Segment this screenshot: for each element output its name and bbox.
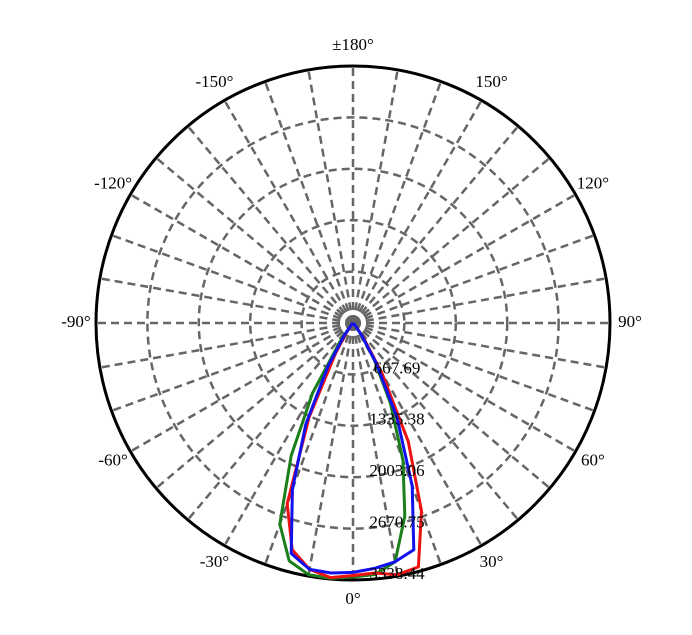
angle-label: 60°	[581, 450, 605, 469]
spoke	[351, 81, 443, 324]
spoke	[186, 322, 354, 521]
ring	[300, 270, 406, 376]
angle-label: 150°	[475, 72, 507, 91]
ring	[197, 167, 509, 479]
radial-label: 2670.75	[369, 513, 424, 532]
spoke	[263, 81, 355, 324]
angle-label: -120°	[94, 173, 132, 192]
spoke	[99, 321, 354, 369]
ring	[146, 116, 560, 530]
spoke	[351, 99, 483, 324]
angle-label: -30°	[200, 552, 229, 571]
radial-label: 667.69	[374, 358, 421, 377]
spoke	[223, 99, 355, 324]
angle-label: 0°	[345, 589, 360, 608]
spoke	[186, 125, 354, 324]
spoke	[352, 193, 577, 325]
radial-label: 2003.06	[369, 461, 424, 480]
spoke	[352, 156, 551, 324]
spoke	[352, 321, 607, 369]
spoke	[351, 69, 399, 324]
spoke	[307, 322, 355, 577]
spoke	[352, 322, 551, 490]
radial-label: 1335.38	[369, 410, 424, 429]
ring	[248, 218, 458, 428]
angle-label: -60°	[98, 450, 127, 469]
spoke	[351, 322, 399, 577]
spoke	[111, 233, 354, 325]
spoke	[155, 156, 354, 324]
angle-label: -90°	[61, 312, 90, 331]
spoke	[129, 321, 354, 453]
angle-label: 120°	[577, 173, 609, 192]
spoke	[352, 125, 520, 324]
spoke	[352, 321, 595, 413]
spoke	[99, 277, 354, 325]
spoke	[155, 322, 354, 490]
spoke	[307, 69, 355, 324]
spoke	[111, 321, 354, 413]
intensity-curve	[289, 322, 416, 575]
angle-label: -150°	[196, 72, 234, 91]
spoke	[352, 277, 607, 325]
spoke	[352, 321, 577, 453]
angle-label: ±180°	[332, 35, 374, 54]
spoke	[129, 193, 354, 325]
spoke	[352, 322, 520, 521]
spoke	[352, 233, 595, 325]
angle-label: 90°	[618, 312, 642, 331]
outer-ring	[94, 64, 612, 582]
radial-label: 3338.44	[369, 564, 425, 583]
angle-label: 30°	[480, 552, 504, 571]
spoke	[351, 322, 443, 565]
